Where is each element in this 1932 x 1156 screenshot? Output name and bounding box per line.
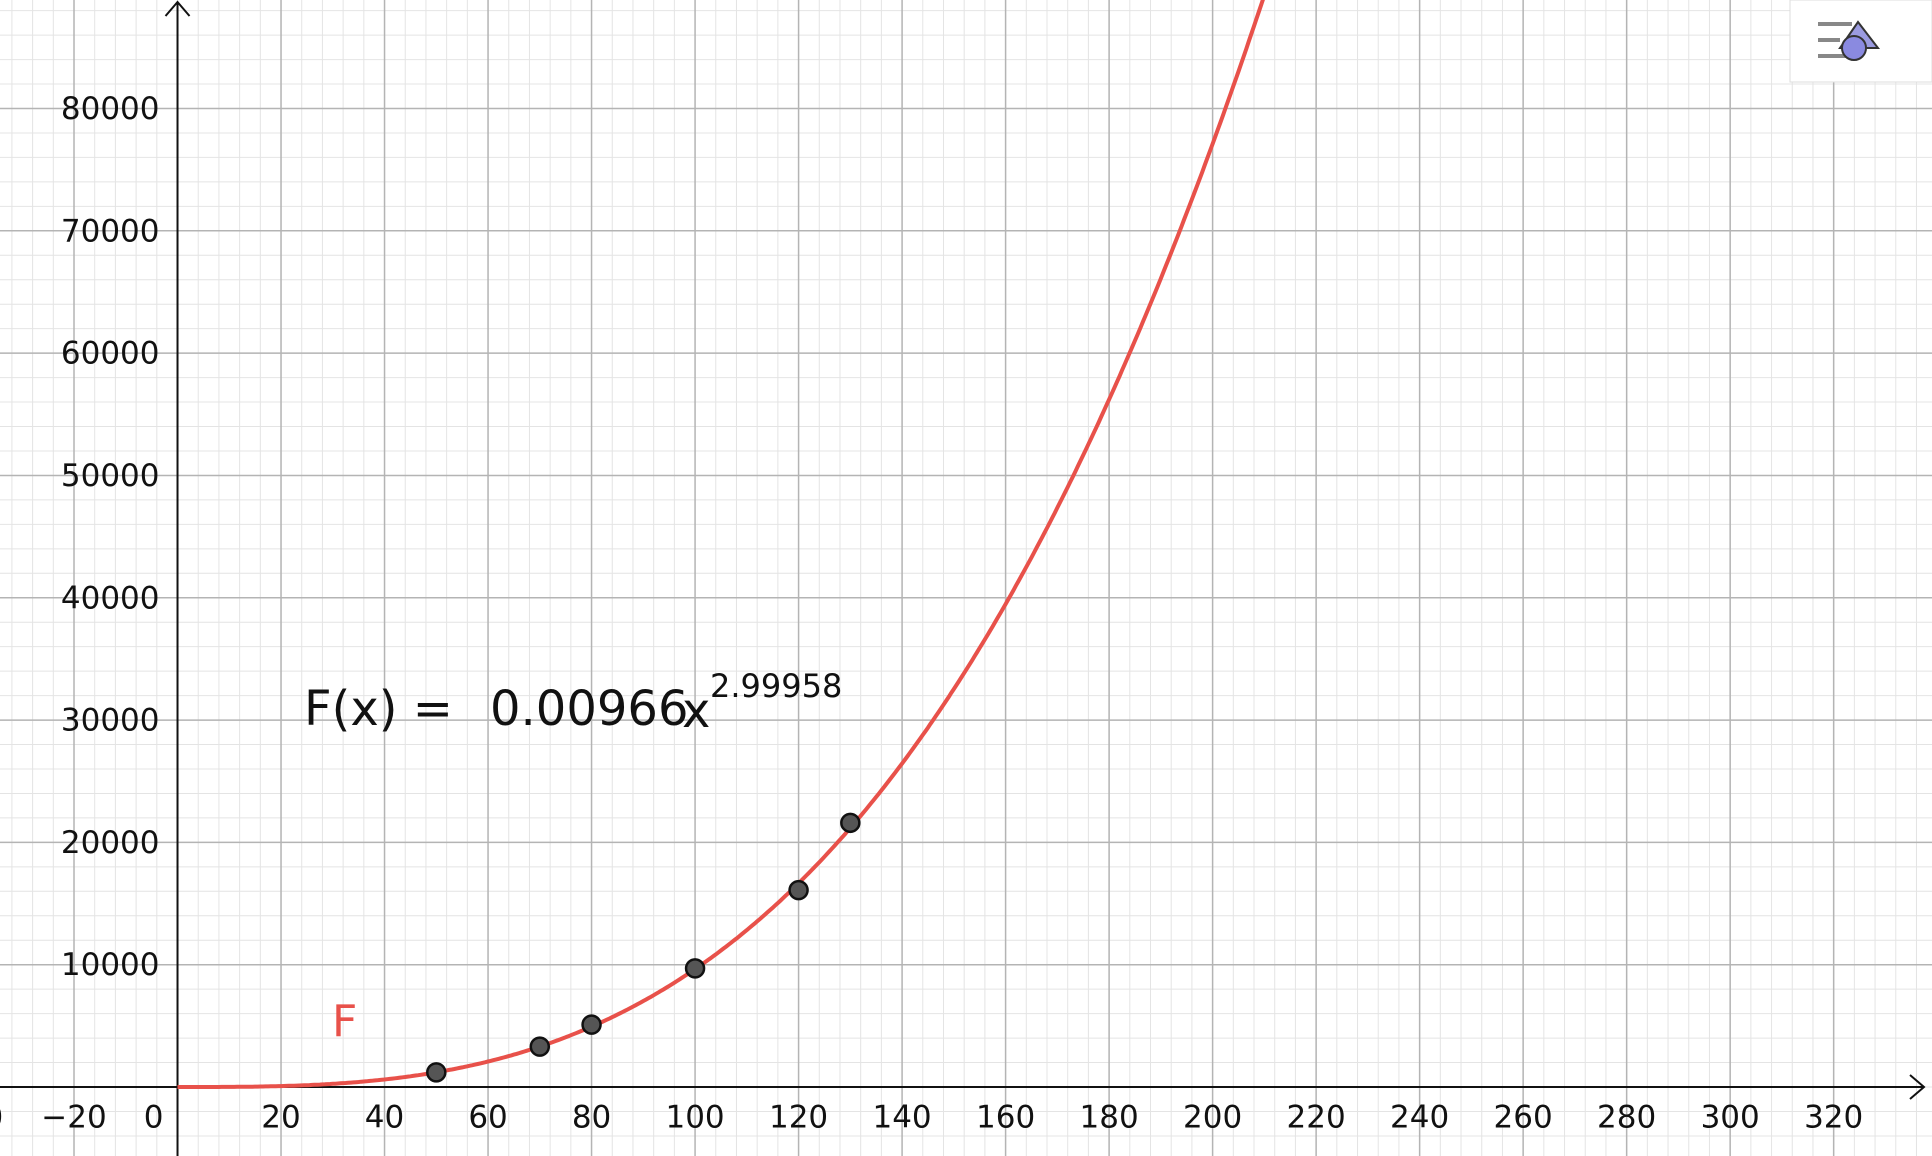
formula-lhs: F(x) = xyxy=(304,681,453,737)
x-tick-label: 240 xyxy=(1390,1100,1449,1136)
y-axis-arrow xyxy=(164,0,191,17)
y-tick-label: 10000 xyxy=(61,947,160,983)
icon-circle xyxy=(1841,35,1867,61)
x-tick-label: 280 xyxy=(1597,1100,1656,1136)
x-tick-label: 220 xyxy=(1287,1100,1346,1136)
x-tick-label: 200 xyxy=(1183,1100,1242,1136)
y-tick-label: 40000 xyxy=(61,580,160,616)
data-point xyxy=(840,812,861,834)
x-tick-label: 300 xyxy=(1701,1100,1760,1136)
x-tick-label: 100 xyxy=(665,1100,724,1136)
x-tick-label: −40 xyxy=(0,1100,3,1136)
x-tick-label: −20 xyxy=(41,1100,106,1136)
y-tick-label: 20000 xyxy=(61,825,160,861)
curve-label: F xyxy=(332,996,357,1047)
x-tick-label: 160 xyxy=(976,1100,1035,1136)
y-tick-label: 30000 xyxy=(61,703,160,739)
y-tick-label: 60000 xyxy=(61,336,160,372)
x-tick-label: 320 xyxy=(1804,1100,1863,1136)
function-curve xyxy=(177,0,1265,1089)
x-tick-label: 180 xyxy=(1080,1100,1139,1136)
data-point xyxy=(788,879,809,901)
data-point xyxy=(426,1062,447,1083)
formula-exponent: 2.99958 xyxy=(710,667,842,705)
x-tick-label: 80 xyxy=(572,1100,611,1136)
x-tick-label: 20 xyxy=(261,1100,300,1136)
y-tick-label: 80000 xyxy=(61,91,160,127)
data-point xyxy=(684,958,706,979)
x-tick-label: 120 xyxy=(769,1100,828,1136)
y-tick-label: 50000 xyxy=(61,458,160,494)
x-tick-label: 60 xyxy=(468,1100,507,1136)
y-tick-label: 70000 xyxy=(61,213,160,249)
data-point xyxy=(581,1014,602,1035)
x-axis-arrow xyxy=(1909,1074,1926,1100)
style-bar-button[interactable] xyxy=(1789,0,1932,83)
x-tick-label: 0 xyxy=(144,1100,164,1136)
formula-variable: x xyxy=(682,683,710,739)
x-tick-label: 40 xyxy=(365,1100,404,1136)
formula-coefficient: 0.00966 xyxy=(490,681,689,737)
x-tick-label: 260 xyxy=(1494,1100,1553,1136)
data-point xyxy=(529,1036,551,1057)
x-tick-label: 140 xyxy=(872,1100,931,1136)
